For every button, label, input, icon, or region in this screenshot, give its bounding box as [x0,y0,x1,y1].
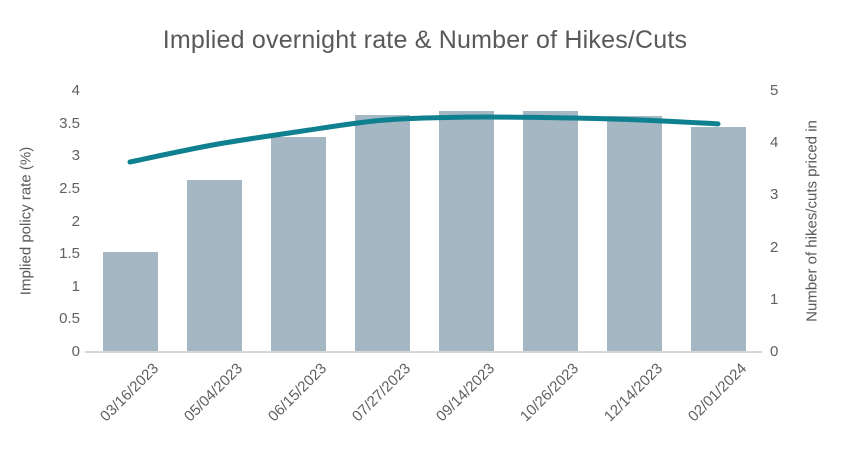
left-axis-tick: 1.5 [59,245,80,263]
right-axis-tick: 0 [770,343,779,360]
bar-05/04/2023 [186,180,242,352]
plot-area [88,91,760,352]
x-axis-label: 12/14/2023 [600,360,667,426]
line-series-layer [127,114,721,165]
left-axis-tick: 2 [71,212,80,230]
right-axis-tick: 5 [770,82,779,99]
right-axis-tick: 2 [770,238,779,256]
bar-12/14/2023 [606,115,662,352]
right-axis-title: Number of hikes/cuts priced in [803,120,821,322]
left-axis-tick: 2.5 [59,179,80,197]
left-axis-tick: 3.5 [59,114,80,132]
x-axis-label: 10/26/2023 [516,360,583,426]
left-axis-tick: 1 [71,277,80,295]
x-axis-label: 02/01/2024 [684,360,751,426]
bar-06/15/2023 [270,136,326,352]
right-axis-tick: 4 [770,134,779,152]
x-axis-label: 03/16/2023 [96,360,163,426]
left-axis-tick: 0.5 [59,310,80,328]
x-axis-label: 07/27/2023 [348,360,415,426]
bar-03/16/2023 [102,252,158,352]
bar-10/26/2023 [522,111,578,352]
right-axis-tick: 1 [770,290,779,308]
bar-09/14/2023 [438,110,494,352]
x-axis-label: 09/14/2023 [432,360,499,426]
x-axis-line [85,351,762,353]
x-axis-label: 06/15/2023 [264,360,331,426]
left-axis-tick: 3 [71,147,80,165]
left-axis-tick: 0 [71,343,80,360]
right-axis-tick: 3 [770,186,779,204]
bar-02/01/2024 [690,126,746,352]
left-axis-title: Implied policy rate (%) [17,146,35,296]
bar-07/27/2023 [354,114,410,352]
left-axis-tick: 4 [71,82,80,99]
x-axis-label: 05/04/2023 [180,360,247,426]
chart-title: Implied overnight rate & Number of Hikes… [162,26,688,54]
line-series-path [127,114,721,165]
